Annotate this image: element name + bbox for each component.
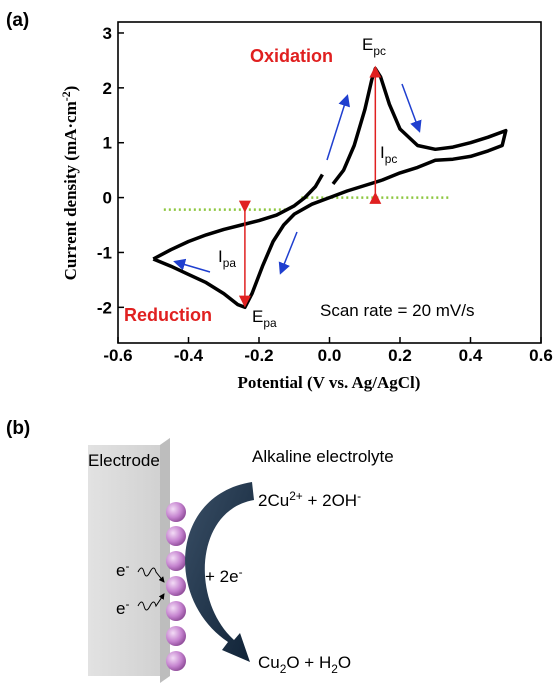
text-part: pa	[263, 316, 277, 330]
text-part: I	[380, 143, 385, 162]
text-part: 2	[280, 662, 287, 676]
x-tick-label: -0.2	[244, 346, 273, 365]
text-part: -	[125, 597, 129, 611]
x-tick-label: 0.0	[318, 346, 342, 365]
particles	[166, 502, 186, 671]
reactants: 2Cu2+ + 2OH-	[258, 489, 361, 510]
text-part: I	[218, 247, 223, 266]
electron-paths	[137, 567, 165, 611]
x-tick-label: -0.6	[103, 346, 132, 365]
electron: e-	[116, 597, 129, 618]
plot-frame	[117, 21, 542, 344]
reduction-label: Reduction	[124, 305, 212, 325]
y-tick-label: 2	[103, 79, 112, 98]
y-tick-label: 1	[103, 134, 112, 153]
y-axis-label: Current density (mA·cm-2)	[59, 86, 80, 281]
oxidation-label: Oxidation	[250, 46, 333, 66]
text-part: O + H	[286, 653, 331, 672]
x-tick-label: 0.6	[529, 346, 553, 365]
text-part: 2Cu	[258, 491, 289, 510]
y-tick-label: 0	[103, 189, 112, 208]
electrode-label: Electrode	[88, 451, 160, 470]
text-part: E	[252, 307, 263, 326]
text-part: 2	[331, 662, 338, 676]
text-part: -	[357, 489, 361, 503]
reaction-arrow	[185, 482, 254, 662]
cv-chart: (a) Potential (V vs. Ag/AgCl) Current de…	[6, 10, 553, 392]
x-tick-label: 0.4	[459, 346, 483, 365]
x-axis-label: Potential (V vs. Ag/AgCl)	[238, 373, 421, 392]
epa-label: Epa	[252, 307, 277, 330]
epc-label: Epc	[362, 35, 386, 58]
electrode-side	[160, 438, 170, 683]
text-part: Current density (mA·cm	[61, 101, 80, 280]
x-tick-label: -0.4	[174, 346, 204, 365]
y-tick-label: -1	[97, 243, 112, 262]
scan-direction-arrows	[173, 83, 422, 275]
x-tick-label: 0.2	[388, 346, 412, 365]
panel-label: (b)	[6, 418, 30, 439]
scan-rate: Scan rate = 20 mV/s	[320, 301, 475, 320]
electrode	[88, 438, 170, 676]
text-part: -	[125, 559, 129, 573]
text-part: -2	[59, 91, 73, 101]
text-part: 2+	[289, 489, 303, 503]
ipc-label: Ipc	[380, 143, 397, 166]
text-part: pc	[385, 152, 398, 166]
text-part: -	[239, 565, 243, 579]
text-part: )	[61, 86, 80, 92]
products: Cu2O + H2O	[258, 653, 351, 676]
electron: e-	[116, 559, 129, 580]
ipa-label: Ipa	[218, 247, 236, 270]
text-part: e	[116, 561, 125, 580]
text-part: + 2e	[205, 567, 239, 586]
text-part: O	[338, 653, 351, 672]
text-part: pc	[373, 44, 386, 58]
panel-label: (a)	[6, 10, 29, 31]
text-part: e	[116, 599, 125, 618]
electrons-added: + 2e-	[205, 565, 243, 586]
y-tick-label: 3	[103, 24, 112, 43]
text-part: pa	[223, 256, 237, 270]
text-part: E	[362, 35, 373, 54]
electrolyte-label: Alkaline electrolyte	[252, 447, 394, 466]
deposition-diagram: (b) Electrode Alkaline electrolyte 2Cu2+…	[6, 418, 394, 683]
y-tick-label: -2	[97, 298, 112, 317]
text-part: + 2OH	[303, 491, 357, 510]
text-part: Cu	[258, 653, 280, 672]
